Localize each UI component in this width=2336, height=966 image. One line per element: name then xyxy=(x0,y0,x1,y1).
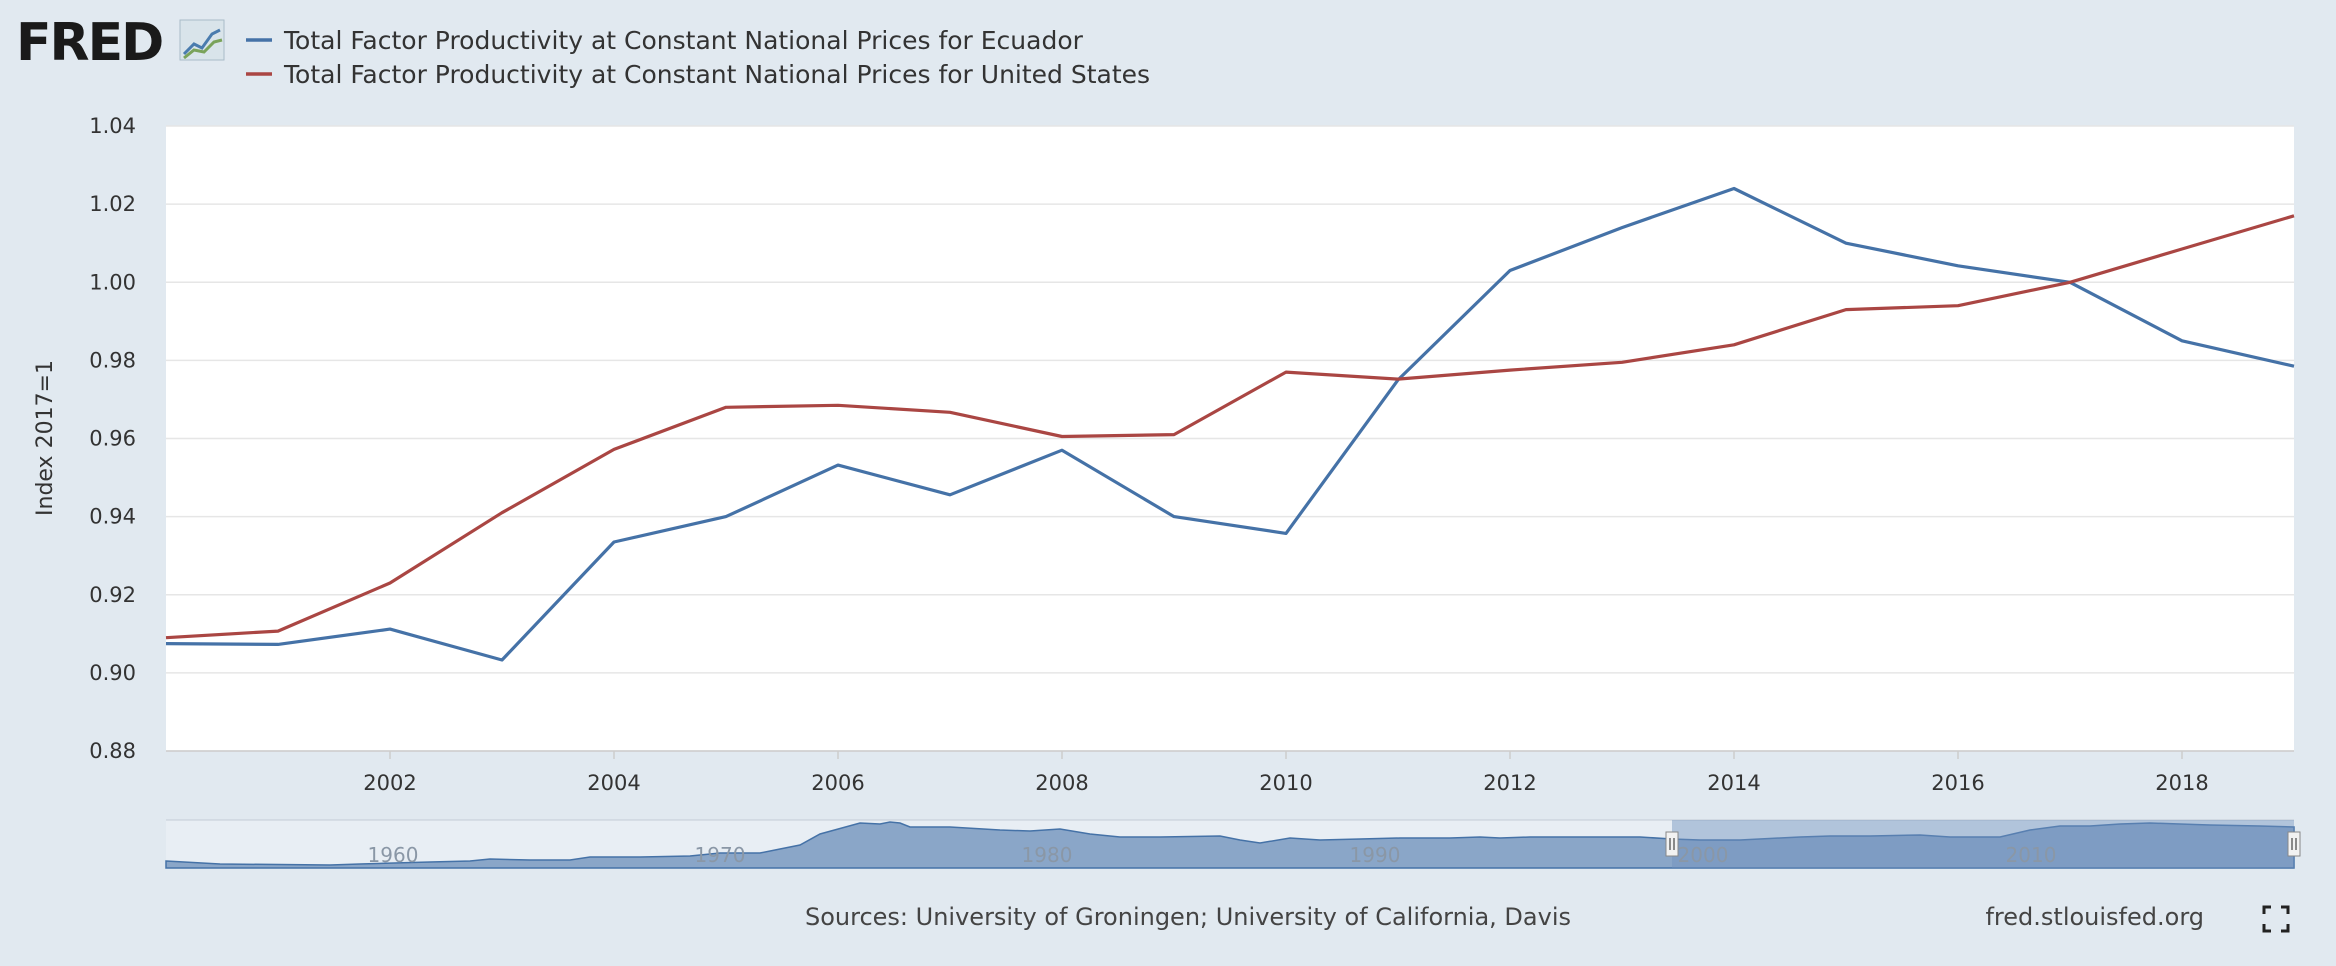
navigator-label: 2010 xyxy=(2006,843,2057,867)
gridlines xyxy=(166,125,2294,752)
handle-left[interactable] xyxy=(1665,831,1679,857)
navigator[interactable]: 1960 1970 1980 1990 2000 2010 xyxy=(165,819,2301,869)
x-tick-label: 2016 xyxy=(1931,771,1984,795)
y-tick-label: 0.98 xyxy=(89,348,136,372)
y-axis-label: Index 2017=1 xyxy=(33,360,58,516)
y-tick-label: 1.02 xyxy=(89,192,136,216)
navigator-area xyxy=(165,821,2295,869)
navigator-label: 1990 xyxy=(1350,843,1401,867)
navigator-label: 1980 xyxy=(1022,843,1073,867)
navigator-label: 2000 xyxy=(1678,843,1729,867)
fred-logo[interactable]: FRED xyxy=(16,13,225,73)
y-tick-label: 1.00 xyxy=(89,270,136,294)
series-line-0[interactable] xyxy=(165,186,2295,662)
navigator-labels: 1960 1970 1980 1990 2000 2010 xyxy=(368,843,2057,867)
x-tick-label: 2002 xyxy=(363,771,416,795)
sources-text: Sources: University of Groningen; Univer… xyxy=(805,903,1571,931)
y-axis: 0.88 0.90 0.92 0.94 0.96 0.98 1.00 1.02 1.04 xyxy=(89,114,136,763)
x-tick-label: 2014 xyxy=(1707,771,1760,795)
x-tick-label: 2010 xyxy=(1259,771,1312,795)
navigator-label: 1970 xyxy=(695,843,746,867)
series-line-1[interactable] xyxy=(165,214,2295,640)
y-tick-label: 0.92 xyxy=(89,583,136,607)
fullscreen-icon[interactable] xyxy=(2262,905,2290,933)
x-axis: 2002 2004 2006 2008 2010 2012 2014 2016 2018 xyxy=(363,751,2209,795)
y-tick-label: 1.04 xyxy=(89,114,136,138)
legend: Total Factor Productivity at Constant Na… xyxy=(246,26,1150,89)
navigator-selection[interactable] xyxy=(1672,820,2294,868)
chart-line-icon xyxy=(179,19,225,61)
x-tick-label: 2018 xyxy=(2155,771,2208,795)
y-tick-label: 0.88 xyxy=(89,739,136,763)
series-layer xyxy=(165,186,2295,662)
handle-right[interactable] xyxy=(2287,831,2301,857)
x-tick-label: 2008 xyxy=(1035,771,1088,795)
fred-logo-text: FRED xyxy=(16,13,162,73)
legend-item-0[interactable]: Total Factor Productivity at Constant Na… xyxy=(283,26,1084,55)
y-tick-label: 0.90 xyxy=(89,661,136,685)
site-link[interactable]: fred.stlouisfed.org xyxy=(1985,903,2204,931)
x-tick-label: 2006 xyxy=(811,771,864,795)
y-tick-label: 0.94 xyxy=(89,505,136,529)
navigator-label: 1960 xyxy=(368,843,419,867)
legend-item-1[interactable]: Total Factor Productivity at Constant Na… xyxy=(283,60,1150,89)
y-tick-label: 0.96 xyxy=(89,427,136,451)
x-tick-label: 2012 xyxy=(1483,771,1536,795)
x-tick-label: 2004 xyxy=(587,771,640,795)
